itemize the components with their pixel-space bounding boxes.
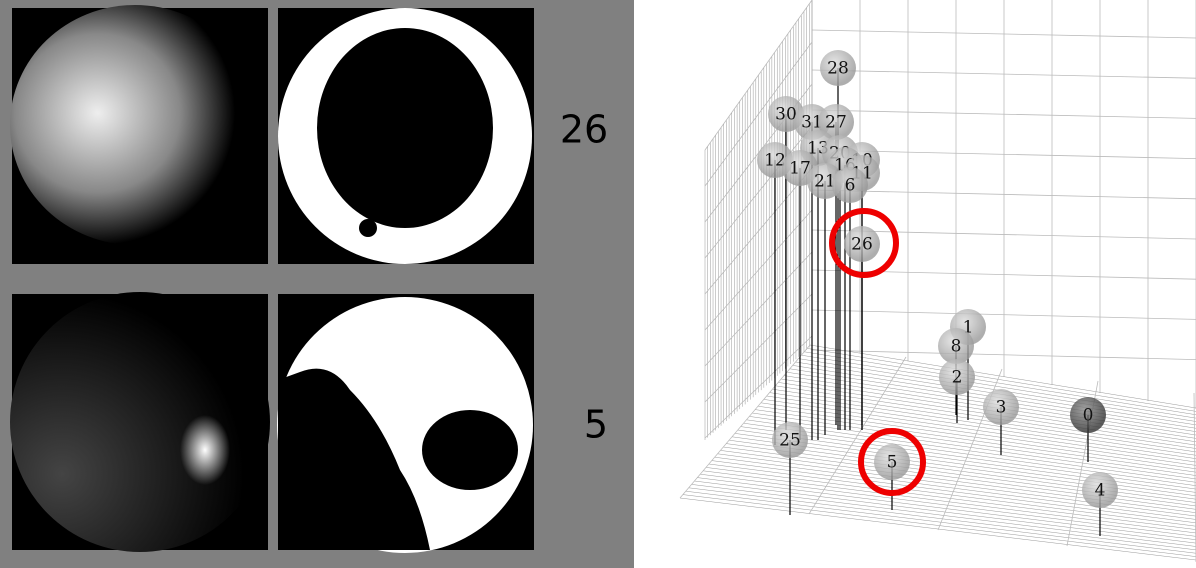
grid-line — [811, 309, 1196, 320]
point-label: 3 — [996, 398, 1007, 418]
point-label: 0 — [1083, 406, 1094, 426]
grid-line — [737, 429, 1196, 493]
grid-line — [705, 467, 1196, 530]
grid-line — [769, 392, 1196, 456]
panel-label: 26 — [560, 108, 608, 152]
point-label: 26 — [851, 235, 873, 255]
point-label: 6 — [845, 176, 856, 196]
grid-line — [704, 293, 813, 403]
point: 28 — [820, 50, 856, 86]
point: 4 — [1082, 472, 1118, 508]
sphere — [818, 104, 854, 140]
sphere — [772, 422, 808, 458]
highlight-circle — [829, 208, 899, 278]
sphere — [938, 328, 974, 364]
point-label: 30 — [775, 105, 797, 125]
sphere — [1082, 472, 1118, 508]
grid-line — [704, 167, 813, 295]
grid-line — [679, 344, 811, 499]
point-label: 5 — [887, 453, 898, 473]
point: 3 — [983, 389, 1019, 425]
grid-line — [760, 402, 1196, 466]
sphere — [1070, 397, 1106, 433]
point: 6 — [832, 167, 868, 203]
point-label: 4 — [1095, 481, 1106, 501]
grid-line — [704, 335, 813, 439]
grid-line — [704, 209, 813, 331]
grid-line — [704, 251, 813, 367]
grid-line — [757, 405, 1196, 470]
point-label: 17 — [789, 159, 811, 179]
grid-line — [714, 456, 1196, 520]
point-label: 12 — [764, 151, 786, 171]
point: 27 — [818, 104, 854, 140]
grid-line — [711, 460, 1196, 524]
point-label: 21 — [814, 172, 836, 192]
point: 8 — [938, 328, 974, 364]
grid-line — [717, 453, 1196, 517]
points: 283031271320101611121721626182302554 — [757, 50, 1118, 536]
point-label: 25 — [779, 431, 801, 451]
sphere — [939, 359, 975, 395]
grid-line — [808, 356, 907, 515]
grid-line — [811, 349, 1196, 360]
grid-line — [811, 29, 1196, 39]
grid-line — [726, 443, 1196, 507]
image-tile — [10, 292, 270, 552]
grid-line — [720, 450, 1196, 513]
point: 5 — [874, 444, 910, 480]
grid-line — [749, 416, 1196, 480]
grid-line — [743, 422, 1196, 486]
point: 0 — [1070, 397, 1106, 433]
highlight-circle — [858, 428, 926, 496]
grid-line — [731, 436, 1196, 500]
grid-line — [752, 412, 1196, 476]
point: 26 — [844, 226, 880, 262]
point-label: 8 — [951, 337, 962, 357]
point-label: 27 — [825, 113, 847, 133]
grid-line — [811, 69, 1196, 79]
grid — [679, 0, 1196, 563]
grid-line — [811, 189, 1196, 200]
grid-line — [729, 439, 1196, 503]
grid-line — [811, 229, 1196, 240]
panel-label: 5 — [584, 403, 608, 447]
point-label: 1 — [963, 318, 974, 338]
grid-line — [804, 351, 1196, 416]
grid-line — [723, 446, 1196, 510]
image-tile — [277, 294, 534, 553]
point: 2 — [939, 359, 975, 395]
sphere — [844, 226, 880, 262]
grid-line — [708, 463, 1196, 527]
grid-line — [704, 0, 813, 151]
grid-line — [755, 409, 1196, 473]
point: 25 — [772, 422, 808, 458]
grid-line — [704, 125, 813, 259]
point-label: 2 — [952, 368, 963, 388]
grid-line — [734, 433, 1196, 497]
image-tile — [278, 8, 534, 264]
sphere — [874, 444, 910, 480]
grid-line — [766, 395, 1196, 459]
grid-line — [740, 426, 1196, 490]
grid-line — [801, 354, 1196, 419]
grid-line — [809, 344, 1196, 409]
grid-line — [704, 41, 813, 187]
sphere — [983, 389, 1019, 425]
sphere — [820, 50, 856, 86]
grid-line — [746, 419, 1196, 483]
point-label: 31 — [801, 113, 823, 133]
image-tile — [10, 5, 268, 264]
grid-line — [811, 109, 1196, 119]
grid-line — [772, 388, 1196, 453]
point-label: 28 — [827, 59, 849, 79]
grid-line — [763, 399, 1196, 463]
grid-line — [807, 348, 1196, 412]
sphere — [832, 167, 868, 203]
